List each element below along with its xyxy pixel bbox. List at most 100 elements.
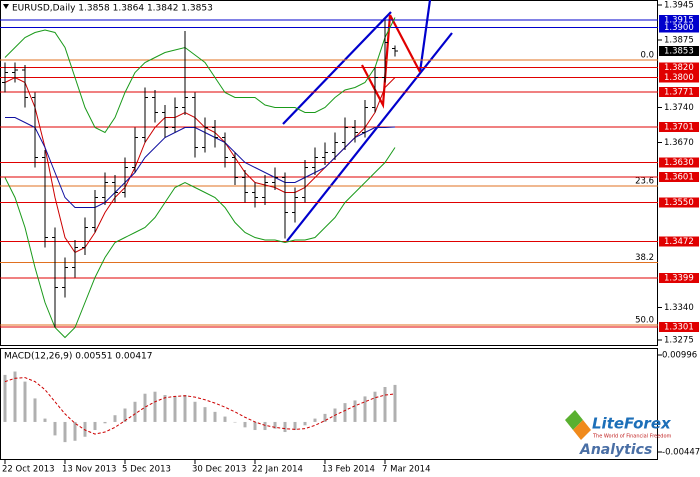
macd-bar <box>103 421 107 424</box>
macd-bar <box>273 421 277 429</box>
macd-bar <box>293 421 297 431</box>
macd-bar <box>73 421 77 441</box>
indicator-line <box>5 117 396 208</box>
indicator-line <box>4 17 396 134</box>
macd-bar <box>63 421 67 443</box>
macd-tick-label: -0.00447 <box>662 448 700 458</box>
macd-bar <box>163 395 167 422</box>
indicator-line <box>4 147 396 339</box>
macd-bar <box>253 421 257 431</box>
macd-bar <box>153 391 157 422</box>
fib-label: 50.0 <box>635 316 654 326</box>
level-label: 1.3900 <box>664 23 694 33</box>
x-tick-label: 13 Nov 2013 <box>62 465 116 475</box>
level-tag <box>659 15 699 25</box>
level-label: 1.3472 <box>664 237 694 247</box>
macd-bar <box>323 413 327 422</box>
macd-bar <box>193 401 197 422</box>
x-tick-label: 30 Dec 2013 <box>192 465 246 475</box>
macd-panel <box>0 348 658 460</box>
chart-title: EURUSD,Daily 1.3858 1.3864 1.3842 1.3853 <box>12 4 213 14</box>
price-tag <box>659 46 699 56</box>
title-icon <box>3 4 9 9</box>
logo-name: LiteForex <box>592 415 672 433</box>
triangle-line <box>389 14 421 73</box>
y-tick-label: 1.3945 <box>664 1 694 11</box>
macd-bar <box>203 407 207 422</box>
level-label: 1.3550 <box>664 198 694 208</box>
x-tick-label: 5 Dec 2013 <box>122 465 171 475</box>
macd-bar <box>313 418 317 422</box>
logo-icon <box>573 420 591 440</box>
level-label: 1.3630 <box>664 158 694 168</box>
macd-bar <box>223 416 227 422</box>
level-tag <box>659 322 699 332</box>
level-tag <box>659 87 699 97</box>
level-tag <box>659 122 699 132</box>
macd-bar <box>53 421 57 436</box>
level-tag <box>659 172 699 182</box>
level-tag <box>659 72 699 83</box>
macd-bar <box>233 421 237 423</box>
macd-bar <box>183 395 187 422</box>
level-label: 1.3800 <box>664 73 694 83</box>
level-label: 1.3601 <box>664 173 694 183</box>
macd-bar <box>383 386 387 422</box>
macd-bar <box>3 374 7 422</box>
macd-bar <box>143 393 147 422</box>
macd-bar <box>283 421 287 433</box>
macd-bar <box>353 400 357 422</box>
level-tag <box>659 157 699 168</box>
level-label: 1.3771 <box>664 88 694 98</box>
logo: LiteForex The World of Financial Freedom… <box>565 410 672 458</box>
fib-label: 38.2 <box>635 253 654 263</box>
level-label: 1.3820 <box>664 63 694 73</box>
y-tick-label: 1.3340 <box>664 303 694 313</box>
level-tag <box>659 22 699 33</box>
x-tick-label: 22 Oct 2013 <box>2 465 55 475</box>
x-tick-label: 22 Jan 2014 <box>252 465 303 475</box>
macd-bar <box>173 396 177 422</box>
macd-label: MACD(12,26,9) 0.00551 0.00417 <box>4 352 153 362</box>
logo-sub: Analytics <box>579 442 652 458</box>
price-panel <box>0 0 658 346</box>
macd-bar <box>263 421 267 431</box>
macd-bar <box>93 421 97 431</box>
macd-bar <box>43 418 47 422</box>
macd-tick-label: 0.00996 <box>662 351 697 361</box>
macd-bar <box>113 415 117 422</box>
level-label: 1.3301 <box>664 323 694 333</box>
triangle-line <box>361 14 392 109</box>
y-tick-label: 1.3670 <box>664 138 694 148</box>
level-label: 1.3399 <box>664 274 694 284</box>
level-tag <box>659 236 699 247</box>
macd-bar <box>343 403 347 422</box>
macd-bar <box>393 384 397 422</box>
macd-bar <box>13 371 17 422</box>
x-tick-label: 7 Mar 2014 <box>382 465 430 475</box>
x-tick-label: 13 Feb 2014 <box>322 465 375 475</box>
y-tick-label: 1.3875 <box>664 36 694 46</box>
level-tag <box>659 62 699 73</box>
macd-bar <box>33 398 37 422</box>
macd-bar <box>83 421 87 437</box>
macd-bar <box>363 396 367 422</box>
fib-label: 0.0 <box>640 51 654 61</box>
logo-tagline: The World of Financial Freedom <box>592 434 672 440</box>
level-tag <box>659 273 699 283</box>
macd-bar <box>123 408 127 422</box>
level-tag <box>659 197 699 208</box>
fib-label: 23.6 <box>635 177 654 187</box>
y-tick-label: 1.3275 <box>664 336 694 346</box>
macd-bar <box>133 401 137 422</box>
y-tick-label: 1.3740 <box>664 103 694 113</box>
macd-bar <box>23 381 27 422</box>
macd-bar <box>373 391 377 422</box>
price-label: 1.3853 <box>664 47 694 57</box>
macd-bar <box>303 421 307 426</box>
triangle <box>361 14 421 109</box>
macd-bar <box>213 411 217 422</box>
logo-icon <box>565 410 583 430</box>
